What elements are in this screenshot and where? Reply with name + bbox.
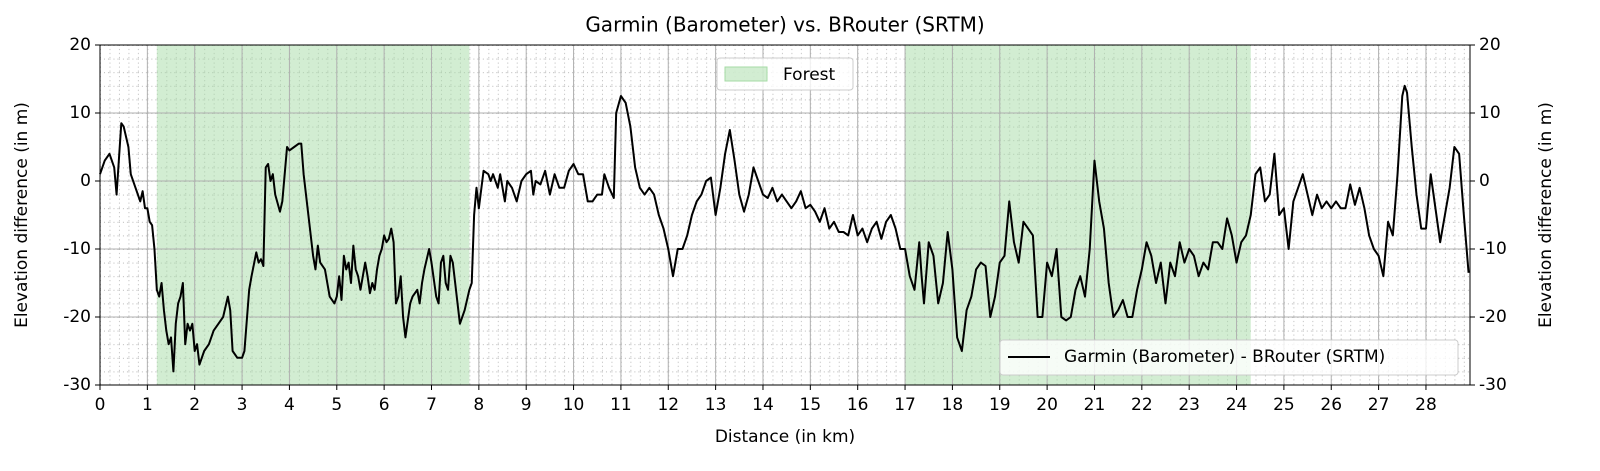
x-tick-label: 0 <box>95 395 106 415</box>
x-tick-label: 22 <box>1131 395 1153 415</box>
x-tick-label: 23 <box>1178 395 1200 415</box>
x-tick-label: 2 <box>189 395 200 415</box>
y2-tick-label: -10 <box>1479 239 1507 259</box>
y-tick-label: 10 <box>69 103 91 123</box>
y-axis-label: Elevation difference (in m) <box>12 102 32 328</box>
x-tick-label: 8 <box>473 395 484 415</box>
y2-tick-label: 20 <box>1479 35 1501 55</box>
legend-box <box>716 57 854 91</box>
x-tick-label: 15 <box>800 395 822 415</box>
x-tick-label: 26 <box>1320 395 1342 415</box>
x-tick-label: 16 <box>847 395 869 415</box>
legend-swatch <box>724 66 768 82</box>
x-tick-label: 18 <box>942 395 964 415</box>
x-tick-label: 19 <box>989 395 1011 415</box>
x-tick-label: 27 <box>1368 395 1390 415</box>
legend-box <box>999 339 1459 376</box>
data-line <box>99 84 1470 373</box>
y2-tick-label: 0 <box>1479 171 1490 191</box>
x-tick-label: 20 <box>1036 395 1058 415</box>
legend-label: Garmin (Barometer) - BRouter (SRTM) <box>1064 347 1385 367</box>
x-axis-label: Distance (in km) <box>715 427 855 447</box>
legend-label: Forest <box>783 65 836 85</box>
forest-span <box>905 45 1251 385</box>
y-tick-label: 0 <box>80 171 91 191</box>
x-tick-label: 4 <box>284 395 295 415</box>
y2-tick-label: 10 <box>1479 103 1501 123</box>
y2-tick-label: -20 <box>1479 307 1507 327</box>
y-tick-label: -20 <box>63 307 91 327</box>
x-tick-label: 21 <box>1084 395 1106 415</box>
span-legend: Forest <box>716 57 854 91</box>
x-tick-label: 1 <box>142 395 153 415</box>
plot-frame <box>99 44 1471 386</box>
x-tick-label: 28 <box>1415 395 1437 415</box>
y-tick-label: 20 <box>69 35 91 55</box>
forest-span <box>156 45 470 385</box>
x-tick-label: 13 <box>705 395 727 415</box>
x-tick-label: 9 <box>521 395 532 415</box>
x-tick-label: 17 <box>894 395 916 415</box>
y-tick-label: -10 <box>63 239 91 259</box>
x-tick-label: 24 <box>1226 395 1248 415</box>
x-tick-label: 5 <box>331 395 342 415</box>
x-tick-label: 12 <box>657 395 679 415</box>
x-tick-label: 3 <box>237 395 248 415</box>
y-tick-label: -30 <box>63 375 91 395</box>
x-tick-label: 25 <box>1273 395 1295 415</box>
y2-tick-label: -30 <box>1479 375 1507 395</box>
x-tick-label: 11 <box>610 395 632 415</box>
x-tick-label: 6 <box>379 395 390 415</box>
x-tick-label: 14 <box>752 395 774 415</box>
x-tick-label: 7 <box>426 395 437 415</box>
x-tick-label: 10 <box>563 395 585 415</box>
chart-title: Garmin (Barometer) vs. BRouter (SRTM) <box>585 13 984 37</box>
y2-axis-label: Elevation difference (in m) <box>1536 102 1556 328</box>
series-legend: Garmin (Barometer) - BRouter (SRTM) <box>999 339 1459 376</box>
